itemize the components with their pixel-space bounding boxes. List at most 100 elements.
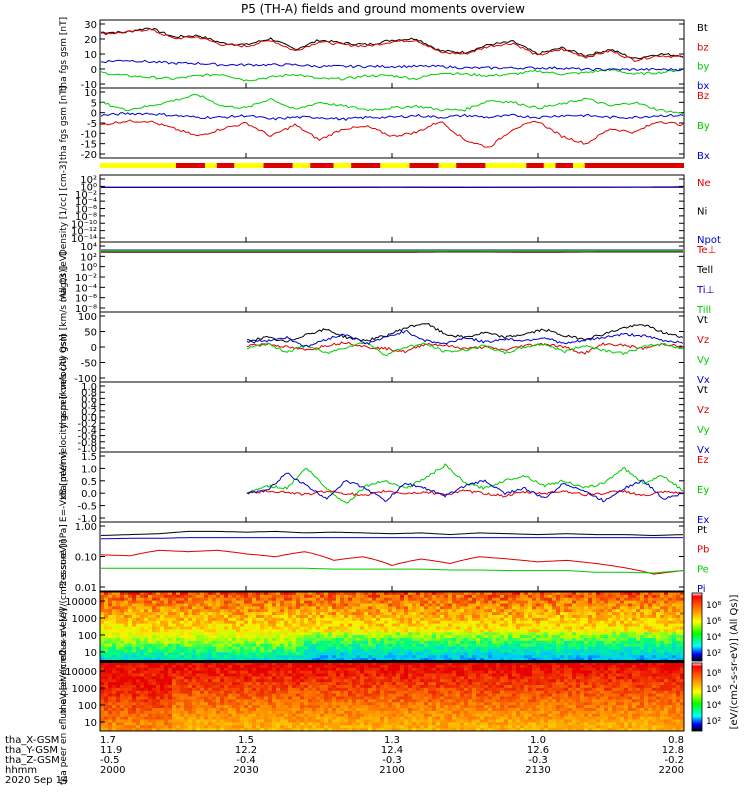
- spectrogram-cell: [132, 655, 137, 659]
- spectrogram-cell: [164, 676, 169, 680]
- spectrogram-cell: [508, 594, 513, 599]
- spectrogram-cell: [268, 592, 273, 596]
- spectrogram-cell: [372, 658, 377, 662]
- spectrogram-cell: [176, 705, 181, 709]
- spectrogram-cell: [604, 603, 609, 607]
- spectrogram-cell: [616, 597, 621, 602]
- spectrogram-cell: [244, 682, 249, 686]
- spectrogram-cell: [164, 629, 169, 633]
- spectrogram-cell: [252, 646, 257, 650]
- spectrogram-cell: [168, 597, 173, 602]
- spectrogram-cell: [176, 696, 181, 700]
- spectrogram-cell: [284, 662, 289, 666]
- spectrogram-cell: [336, 626, 341, 630]
- spectrogram-cell: [524, 615, 529, 619]
- spectrogram-cell: [192, 690, 197, 695]
- spectrogram-cell: [580, 606, 585, 610]
- spectrogram-cell: [416, 600, 421, 604]
- spectrogram-cell: [496, 615, 501, 619]
- spectrogram-cell: [152, 617, 157, 622]
- spectrogram-cell: [520, 658, 525, 662]
- spectrogram-cell: [128, 713, 133, 718]
- spectrogram-cell: [224, 638, 229, 642]
- spectrogram-cell: [272, 662, 277, 666]
- spectrogram-cell: [440, 600, 445, 604]
- spectrogram-cell: [268, 609, 273, 613]
- spectrogram-cell: [196, 655, 201, 659]
- spectrogram-cell: [304, 606, 309, 610]
- spectrogram-cell: [144, 600, 149, 604]
- spectrogram-cell: [256, 673, 261, 677]
- spectrogram-cell: [348, 655, 353, 659]
- spectrogram-cell: [276, 705, 281, 709]
- spectrogram-cell: [176, 609, 181, 613]
- spectrogram-cell: [116, 673, 121, 677]
- spectrogram-cell: [108, 716, 113, 720]
- spectrogram-cell: [104, 702, 109, 706]
- spectrogram-cell: [580, 623, 585, 627]
- spectrogram-cell: [168, 615, 173, 619]
- spectrogram-cell: [620, 640, 625, 645]
- spectrogram-cell: [288, 685, 293, 689]
- spectrogram-cell: [276, 716, 281, 720]
- spectrogram-cell: [636, 640, 641, 645]
- spectrogram-cell: [432, 592, 437, 596]
- flag-segment: [543, 163, 556, 168]
- spectrogram-cell: [212, 592, 217, 596]
- spectrogram-cell: [292, 664, 297, 669]
- spectrogram-cell: [140, 676, 145, 680]
- spectrogram-cell: [236, 673, 241, 677]
- spectrogram-cell: [488, 620, 493, 625]
- spectrogram-cell: [460, 652, 465, 656]
- spectrogram-cell: [296, 629, 301, 633]
- spectrogram-cell: [236, 626, 241, 630]
- series-line-Bx: [100, 112, 684, 121]
- spectrogram-cell: [504, 620, 509, 625]
- spectrogram-cell: [416, 603, 421, 607]
- spectrogram-cell: [100, 705, 105, 709]
- spectrogram-cell: [508, 652, 513, 656]
- spectrogram-cell: [512, 626, 517, 630]
- spectrogram-cell: [216, 658, 221, 662]
- spectrogram-cell: [156, 592, 161, 596]
- y-tick-label: 10⁰: [80, 182, 97, 193]
- spectrogram-cell: [532, 603, 537, 607]
- spectrogram-cell: [496, 643, 501, 648]
- spectrogram-cell: [532, 612, 537, 616]
- spectrogram-cell: [608, 615, 613, 619]
- spectrogram-cell: [156, 687, 161, 692]
- spectrogram-cell: [492, 643, 497, 648]
- spectrogram-cell: [264, 620, 269, 625]
- spectrogram-cell: [184, 629, 189, 633]
- spectrogram-cell: [224, 652, 229, 656]
- spectrogram-cell: [192, 716, 197, 720]
- spectrogram-cell: [120, 682, 125, 686]
- spectrogram-cell: [620, 635, 625, 639]
- spectrogram-cell: [492, 646, 497, 650]
- spectrogram-cell: [604, 632, 609, 636]
- spectrogram-cell: [212, 655, 217, 659]
- spectrogram-cell: [276, 702, 281, 706]
- spectrogram-cell: [116, 629, 121, 633]
- spectrogram-cell: [336, 646, 341, 650]
- spectrogram-cell: [232, 640, 237, 645]
- spectrogram-cell: [568, 615, 573, 619]
- spectrogram-cell: [444, 646, 449, 650]
- spectrogram-cell: [484, 643, 489, 648]
- spectrogram-cell: [176, 597, 181, 602]
- spectrogram-cell: [592, 652, 597, 656]
- spectrogram-cell: [224, 600, 229, 604]
- spectrogram-cell: [452, 592, 457, 596]
- spectrogram-cell: [508, 620, 513, 625]
- spectrogram-cell: [180, 620, 185, 625]
- spectrogram-cell: [160, 725, 165, 729]
- spectrogram-cell: [572, 652, 577, 656]
- spectrogram-cell: [240, 609, 245, 613]
- spectrogram-cell: [260, 682, 265, 686]
- spectrogram-cell: [492, 649, 497, 653]
- spectrogram-cell: [680, 649, 685, 653]
- spectrogram-cell: [104, 673, 109, 677]
- spectrogram-cell: [232, 606, 237, 610]
- spectrogram-cell: [400, 646, 405, 650]
- spectrogram-cell: [592, 649, 597, 653]
